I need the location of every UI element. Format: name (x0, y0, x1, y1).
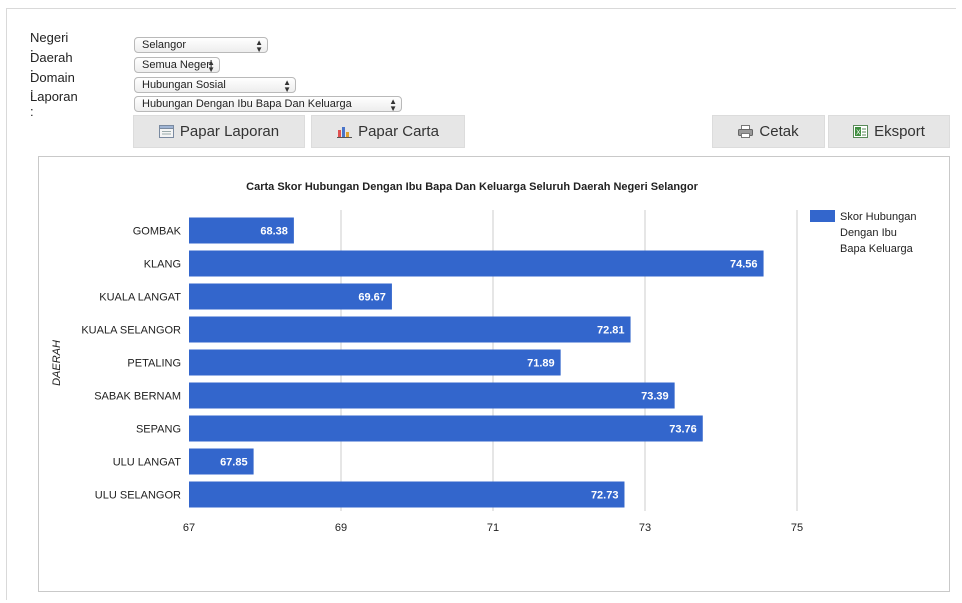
select-arrows-icon: ▲ ▼ (255, 38, 263, 54)
bar-kuala-langat (189, 283, 392, 310)
y-axis-title: DAERAH (51, 340, 63, 386)
x-tick-label: 69 (335, 522, 347, 534)
filter-label-domain: Domain : (30, 70, 75, 100)
bar-value-label: 73.76 (669, 424, 697, 436)
x-axis-ticks: 67 69 71 73 75 (183, 522, 803, 534)
eksport-button[interactable]: X Eksport (828, 115, 950, 148)
filter-label-laporan: Laporan : (30, 89, 78, 119)
bar-klang (189, 250, 764, 277)
bar-gombak (189, 217, 294, 244)
select-arrows-icon: ▲ ▼ (207, 58, 215, 74)
domain-select-value: Hubungan Sosial (142, 79, 226, 91)
category-label: GOMBAK (133, 226, 182, 238)
negeri-select[interactable]: Selangor ▲ ▼ (134, 37, 268, 54)
category-label: ULU LANGAT (113, 457, 182, 469)
laporan-select[interactable]: Hubungan Dengan Ibu Bapa Dan Keluarga ▲ ▼ (134, 96, 402, 113)
domain-select[interactable]: Hubungan Sosial ▲ ▼ (134, 77, 296, 94)
category-label: SABAK BERNAM (94, 391, 181, 403)
bar-value-label: 72.81 (597, 325, 625, 337)
category-label: KLANG (144, 259, 181, 271)
bar-sabak-bernam (189, 382, 675, 409)
bar-value-label: 69.67 (358, 292, 386, 304)
negeri-select-value: Selangor (142, 39, 187, 51)
legend-label: Bapa Keluarga (840, 243, 914, 255)
select-arrows-icon: ▲ ▼ (389, 97, 397, 113)
papar-carta-button[interactable]: Papar Carta (311, 115, 465, 148)
daerah-select[interactable]: Semua Negeri ▲ ▼ (134, 57, 220, 74)
chart-bars: 68.38 74.56 69.67 72.81 71.89 73.39 73.76 67.85… (189, 217, 764, 508)
report-icon (158, 125, 174, 138)
chart-panel: Carta Skor Hubungan Dengan Ibu Bapa Dan … (38, 156, 950, 592)
filter-label-negeri: Negeri : (30, 30, 69, 60)
bar-kuala-selangor (189, 316, 631, 343)
page-frame (6, 8, 956, 600)
category-labels: GOMBAK KLANG KUALA LANGAT KUALA SELANGOR PET… (81, 226, 181, 502)
bar-chart-icon (337, 125, 353, 138)
category-label: PETALING (127, 358, 181, 370)
filter-label-daerah: Daerah : (30, 50, 73, 80)
select-arrows-icon: ▲ ▼ (283, 78, 291, 94)
papar-laporan-button[interactable]: Papar Laporan (133, 115, 305, 148)
bar-sepang (189, 415, 703, 442)
daerah-select-value: Semua Negeri (142, 59, 213, 71)
category-label: KUALA LANGAT (99, 292, 181, 304)
x-tick-label: 67 (183, 522, 195, 534)
bar-chart: Carta Skor Hubungan Dengan Ibu Bapa Dan … (51, 181, 916, 534)
chart-title: Carta Skor Hubungan Dengan Ibu Bapa Dan … (246, 181, 698, 193)
bar-petaling (189, 349, 561, 376)
bar-value-label: 72.73 (591, 490, 619, 502)
category-label: KUALA SELANGOR (81, 325, 181, 337)
eksport-label: Eksport (874, 123, 925, 140)
spreadsheet-icon: X (853, 125, 869, 138)
papar-carta-label: Papar Carta (358, 123, 439, 140)
bar-ulu-langat (189, 448, 254, 475)
bar-value-label: 68.38 (260, 226, 288, 238)
legend-label: Dengan Ibu (840, 227, 897, 239)
legend-swatch (810, 210, 835, 222)
legend-label: Skor Hubungan (840, 211, 916, 223)
bar-ulu-selangor (189, 481, 625, 508)
bar-value-label: 71.89 (527, 358, 555, 370)
x-tick-label: 71 (487, 522, 499, 534)
cetak-button[interactable]: Cetak (712, 115, 825, 148)
category-label: SEPANG (136, 424, 181, 436)
x-tick-label: 75 (791, 522, 803, 534)
cetak-label: Cetak (759, 123, 799, 140)
bar-value-label: 73.39 (641, 391, 669, 403)
bar-value-label: 74.56 (730, 259, 758, 271)
category-label: ULU SELANGOR (95, 490, 181, 502)
x-tick-label: 73 (639, 522, 651, 534)
svg-text:X: X (856, 130, 861, 137)
papar-laporan-label: Papar Laporan (179, 123, 280, 140)
chart-legend: Skor Hubungan Dengan Ibu Bapa Keluarga (810, 210, 916, 255)
laporan-select-value: Hubungan Dengan Ibu Bapa Dan Keluarga (142, 98, 352, 110)
bar-value-label: 67.85 (220, 457, 248, 469)
printer-icon (738, 125, 754, 138)
